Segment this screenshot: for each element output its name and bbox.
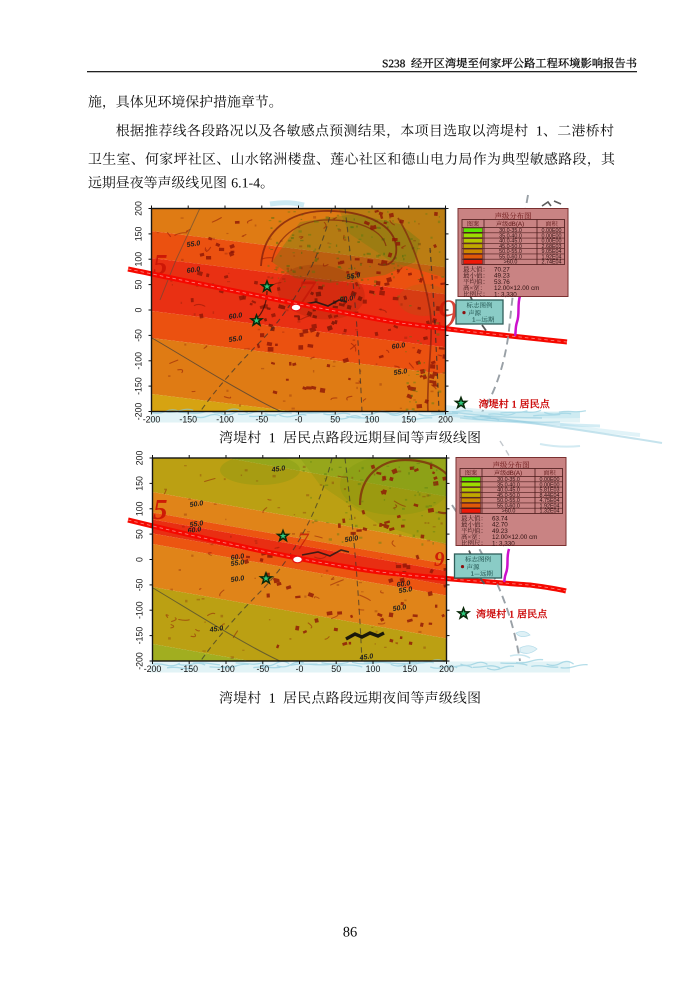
svg-text:150: 150 <box>401 414 416 424</box>
svg-text:63.74: 63.74 <box>492 516 508 523</box>
svg-text:40.0-45.0: 40.0-45.0 <box>497 488 520 494</box>
svg-text:50.0: 50.0 <box>189 500 204 509</box>
svg-text:200: 200 <box>439 664 454 674</box>
svg-text:45.0: 45.0 <box>208 625 224 634</box>
svg-text:200: 200 <box>135 451 145 466</box>
svg-text:50.0: 50.0 <box>230 575 245 584</box>
svg-text:60.0: 60.0 <box>230 553 245 562</box>
svg-text:12.00×12.00 cm: 12.00×12.00 cm <box>494 285 539 292</box>
svg-text:50: 50 <box>134 280 144 290</box>
svg-text:30.0-35.0: 30.0-35.0 <box>497 477 520 483</box>
svg-text:200: 200 <box>134 201 144 216</box>
svg-text:0.00E00: 0.00E00 <box>539 482 559 488</box>
svg-text:45.0-50.0: 45.0-50.0 <box>499 244 522 250</box>
svg-text:50: 50 <box>331 664 341 674</box>
svg-text:2.68E03: 2.68E03 <box>541 244 561 250</box>
svg-text:2.74E04: 2.74E04 <box>541 260 561 266</box>
svg-text:55.0: 55.0 <box>228 335 243 344</box>
svg-text:50.0: 50.0 <box>344 535 359 544</box>
svg-text:55.0: 55.0 <box>346 272 361 281</box>
svg-text:-50: -50 <box>135 578 145 591</box>
svg-text:30.0-35.0: 30.0-35.0 <box>499 228 522 234</box>
svg-text:55.0: 55.0 <box>398 586 413 595</box>
svg-text:50.0-55.0: 50.0-55.0 <box>497 498 520 504</box>
svg-text:1.92E04: 1.92E04 <box>539 503 559 509</box>
svg-text:42.70: 42.70 <box>492 522 508 529</box>
svg-text:45.0: 45.0 <box>358 653 374 662</box>
svg-text:-200: -200 <box>134 403 144 421</box>
svg-text:0: 0 <box>134 307 144 312</box>
svg-text:-100: -100 <box>216 414 234 424</box>
svg-text:49.23: 49.23 <box>492 528 508 535</box>
svg-text:53.76: 53.76 <box>494 279 510 286</box>
svg-text:150: 150 <box>135 476 145 491</box>
svg-text:50.0: 50.0 <box>392 604 407 613</box>
svg-text:100: 100 <box>135 501 145 516</box>
svg-text:1.32E04: 1.32E04 <box>539 509 559 515</box>
svg-text:-200: -200 <box>135 652 145 670</box>
svg-text:>60.0: >60.0 <box>502 509 516 515</box>
svg-text:-100: -100 <box>134 352 144 370</box>
svg-text:5.81E03: 5.81E03 <box>539 488 559 494</box>
svg-text:50.0-55.0: 50.0-55.0 <box>499 249 522 255</box>
svg-text:0: 0 <box>135 557 145 562</box>
svg-text:200: 200 <box>438 414 453 424</box>
svg-text:35.0-40.0: 35.0-40.0 <box>499 233 522 239</box>
svg-text:1: 3,330: 1: 3,330 <box>494 291 517 298</box>
svg-text:45.0-50.0: 45.0-50.0 <box>497 493 520 499</box>
svg-text:9: 9 <box>434 547 445 571</box>
svg-text:0.00E00: 0.00E00 <box>541 233 561 239</box>
svg-text:-50: -50 <box>256 664 269 674</box>
svg-text:-0: -0 <box>295 414 303 424</box>
svg-text:-150: -150 <box>135 627 145 645</box>
svg-text:-200: -200 <box>143 414 161 424</box>
svg-text:1: 3,330: 1: 3,330 <box>492 540 515 547</box>
svg-text:70.27: 70.27 <box>494 267 510 274</box>
svg-text:35.0-40.0: 35.0-40.0 <box>497 482 520 488</box>
svg-text:150: 150 <box>402 664 417 674</box>
svg-text:150: 150 <box>134 226 144 241</box>
svg-text:60.0: 60.0 <box>187 526 202 535</box>
svg-text:60.0: 60.0 <box>396 580 411 589</box>
svg-text:0.00E00: 0.00E00 <box>541 228 561 234</box>
svg-text:49.23: 49.23 <box>494 273 510 280</box>
svg-text:50: 50 <box>135 529 145 539</box>
svg-text:4.75E04: 4.75E04 <box>539 498 559 504</box>
svg-text:1.92E04: 1.92E04 <box>541 254 561 260</box>
svg-text:-150: -150 <box>134 377 144 395</box>
svg-text:55.0-60.0: 55.0-60.0 <box>497 503 520 509</box>
svg-text:0.00E00: 0.00E00 <box>539 477 559 483</box>
svg-text:-50: -50 <box>134 329 144 342</box>
svg-text:55.0: 55.0 <box>189 520 204 529</box>
svg-text:-150: -150 <box>180 664 198 674</box>
svg-text:60.0: 60.0 <box>391 342 406 351</box>
svg-text:60.0: 60.0 <box>339 295 354 304</box>
svg-text:100: 100 <box>365 414 380 424</box>
svg-text:55.0: 55.0 <box>393 368 408 377</box>
svg-text:40.0-45.0: 40.0-45.0 <box>499 239 522 245</box>
svg-text:5: 5 <box>153 494 168 526</box>
svg-text:7: 7 <box>297 529 310 554</box>
svg-text:60.0: 60.0 <box>186 266 201 275</box>
svg-text:55.0: 55.0 <box>230 559 245 568</box>
svg-text:50: 50 <box>330 414 340 424</box>
svg-text:100: 100 <box>134 252 144 267</box>
svg-text:45.0: 45.0 <box>270 465 286 474</box>
svg-text:0.00E00: 0.00E00 <box>541 239 561 245</box>
svg-text:55.0-60.0: 55.0-60.0 <box>499 254 522 260</box>
svg-text:9: 9 <box>437 291 457 336</box>
svg-text:60.0: 60.0 <box>228 312 243 321</box>
svg-text:9.05E04: 9.05E04 <box>541 249 561 255</box>
svg-text:12.00×12.00 cm: 12.00×12.00 cm <box>492 534 537 541</box>
svg-text:-0: -0 <box>296 664 304 674</box>
svg-text:-200: -200 <box>144 664 162 674</box>
svg-text:-150: -150 <box>179 414 197 424</box>
svg-text:-100: -100 <box>217 664 235 674</box>
svg-text:100: 100 <box>366 664 381 674</box>
svg-text:>60.0: >60.0 <box>504 260 518 266</box>
svg-text:55.0: 55.0 <box>186 240 201 249</box>
svg-text:-100: -100 <box>135 601 145 619</box>
svg-text:-50: -50 <box>255 414 268 424</box>
svg-text:8.44E04: 8.44E04 <box>539 493 559 499</box>
